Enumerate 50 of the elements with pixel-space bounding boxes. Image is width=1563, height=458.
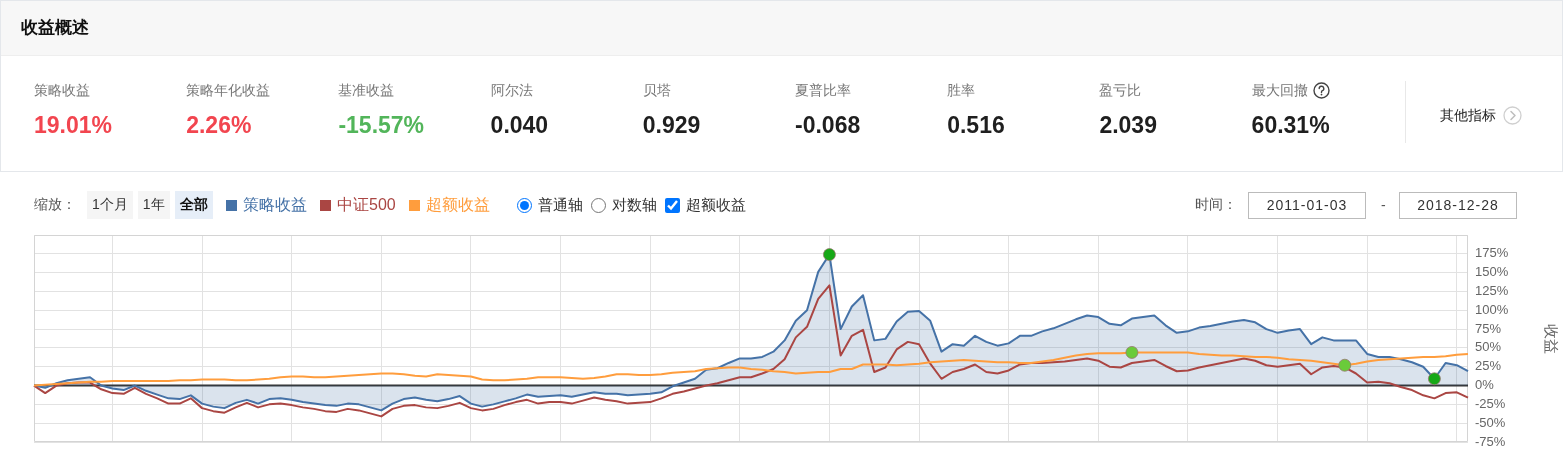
- text: -15.57%: [338, 111, 425, 139]
- y-axis-title: 收益: [1542, 323, 1560, 354]
- text: 盈亏比: [1099, 81, 1142, 100]
- y-tick-label: -25%: [1475, 395, 1506, 411]
- y-tick-label: 100%: [1475, 301, 1509, 317]
- text: 其他指标: [1440, 106, 1496, 125]
- legend-label: 策略收益: [243, 194, 307, 215]
- y-tick-label: 0%: [1475, 377, 1495, 393]
- point: [1125, 345, 1139, 359]
- text: 夏普比率: [795, 81, 851, 100]
- y-tick-label: 50%: [1475, 339, 1502, 355]
- text: 2018-12-28: [1399, 191, 1517, 219]
- text: 0.929: [642, 111, 701, 139]
- point: [1338, 358, 1352, 372]
- y-tick-label: 125%: [1475, 283, 1509, 299]
- y-tick-label: -50%: [1475, 414, 1506, 430]
- text: 胜率: [947, 81, 976, 100]
- text: 超额收益: [686, 195, 746, 215]
- text: 普通轴: [538, 195, 583, 215]
- text: 2011-01-03: [1248, 191, 1366, 219]
- y-tick-label: 175%: [1475, 245, 1509, 261]
- text: 策略年化收益: [186, 81, 271, 100]
- y-tick-label: 75%: [1475, 320, 1502, 336]
- text: 1个月: [87, 191, 133, 219]
- y-tick-label: 25%: [1475, 358, 1502, 374]
- text: 阿尔法: [490, 81, 533, 100]
- text: -0.068: [795, 111, 861, 139]
- text: 策略收益: [34, 81, 90, 100]
- text: 最大回撤: [1251, 81, 1308, 100]
- text: 对数轴: [612, 195, 657, 215]
- text: 0.040: [490, 111, 549, 139]
- text: 1年: [137, 191, 170, 219]
- text: 2.039: [1099, 111, 1157, 139]
- y-tick-label: -75%: [1475, 433, 1506, 449]
- text: 贝塔: [642, 81, 671, 100]
- text: -: [1381, 197, 1386, 213]
- legend-label: 中证500: [337, 194, 396, 215]
- y-tick-label: 150%: [1475, 264, 1509, 280]
- text: 19.01%: [34, 111, 113, 139]
- point: [1427, 372, 1441, 386]
- text: 收益概述: [20, 17, 89, 39]
- point: [822, 248, 836, 262]
- legend-label: 超额收益: [425, 194, 490, 215]
- text: 60.31%: [1251, 111, 1330, 139]
- text: 时间：: [1195, 196, 1237, 214]
- text: 2.26%: [186, 111, 252, 139]
- text: 0.516: [947, 111, 1005, 139]
- text: 全部: [174, 191, 213, 219]
- text: 基准收益: [338, 81, 395, 100]
- text: 缩放：: [34, 196, 76, 214]
